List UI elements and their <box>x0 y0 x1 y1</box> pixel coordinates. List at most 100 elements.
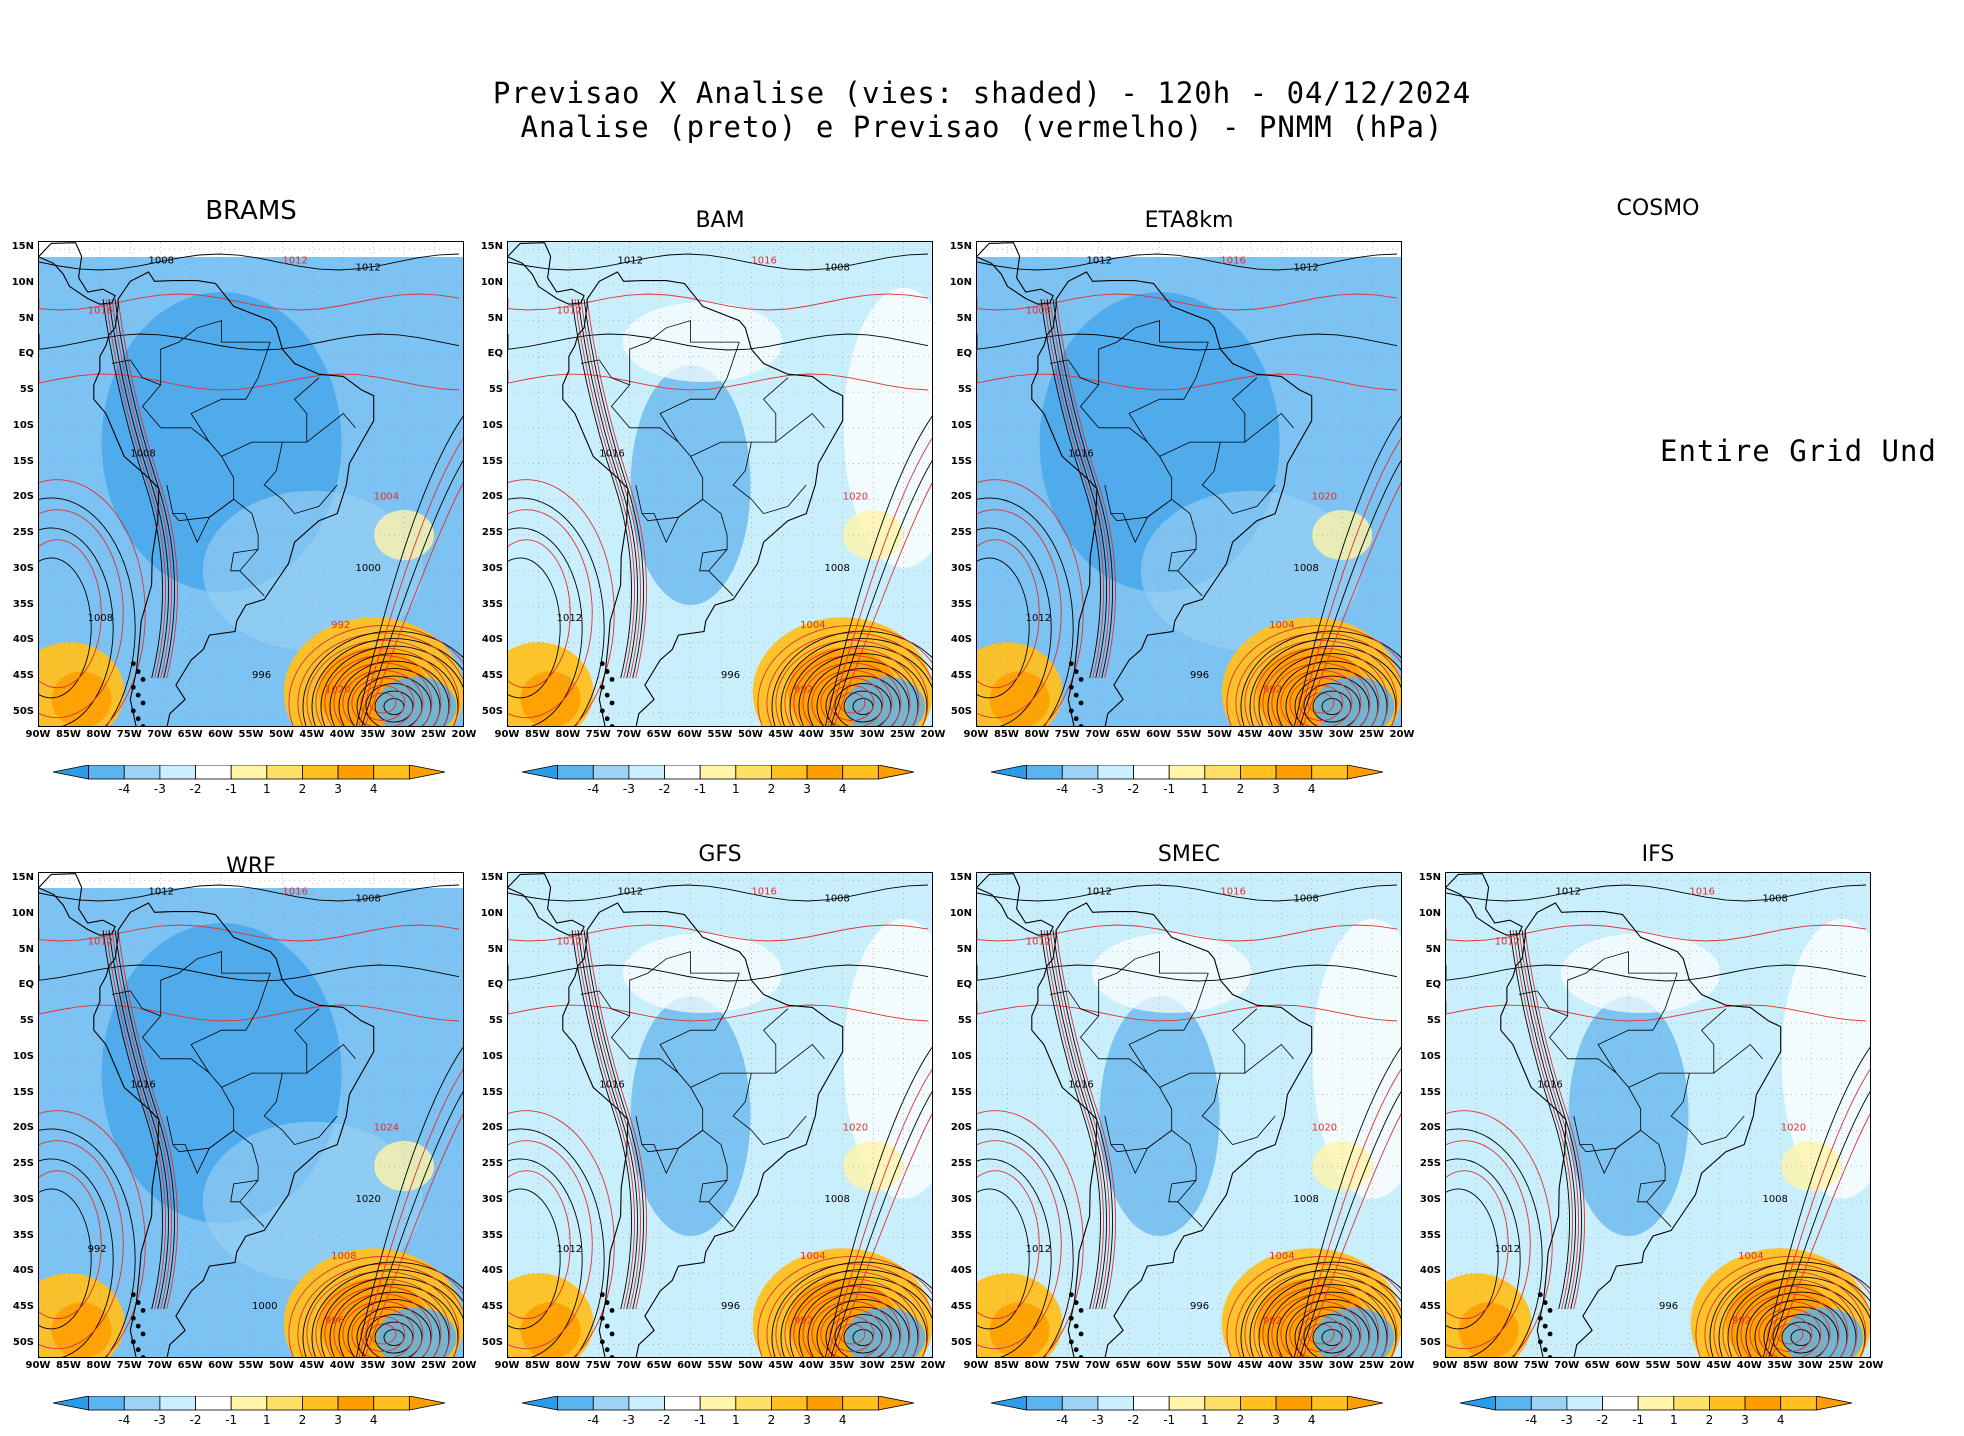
lon-tick-label: 90W <box>25 729 51 740</box>
colorbar-segment <box>1026 1396 1063 1411</box>
lat-tick-label: 15N <box>1418 872 1441 884</box>
isobar-andes <box>1518 930 1579 1310</box>
isobar-low-analysis <box>852 1329 874 1347</box>
map-eta8km: 1012 1016 1012 1008 1016 1020 1008 1004 996 992 10… <box>976 241 1402 727</box>
isobar-andes <box>1055 299 1116 679</box>
isobar-high-forecast <box>977 479 1084 726</box>
isobar-low-analysis <box>329 653 459 726</box>
lon-tick-label: 65W <box>646 1360 672 1371</box>
panel-title-eta8km: ETA8km <box>1144 208 1234 233</box>
isobar-low-analysis <box>1745 1291 1857 1357</box>
bias-neutral <box>1781 918 1870 1199</box>
colorbar-tick-label: -4 <box>118 1413 131 1427</box>
colorbar-segment <box>88 1396 125 1411</box>
isobar-andes <box>114 299 175 679</box>
colorbar-tick-label: -4 <box>1056 782 1069 796</box>
lon-tick-label: 40W <box>1736 1360 1762 1371</box>
island <box>1068 661 1074 667</box>
title-line-1: Previsao X Analise (vies: shaded) - 120h… <box>492 76 1472 110</box>
isobar-low-forecast <box>1226 1256 1401 1357</box>
island <box>609 1331 615 1337</box>
lon-tick-label: 75W <box>585 729 611 740</box>
colorbar-tick-label: 4 <box>1307 1413 1316 1427</box>
coastlines <box>977 242 1313 726</box>
coastline-central-america <box>977 873 1054 936</box>
southern-islands <box>599 1292 615 1357</box>
southern-islands <box>130 661 146 726</box>
colorbar-tick-label: -1 <box>1163 782 1176 796</box>
isobar-high-forecast <box>1446 1140 1531 1350</box>
isobar-low-analysis <box>1294 675 1370 726</box>
isobar-low-forecast <box>333 1293 433 1357</box>
country-border <box>1110 498 1172 544</box>
isobar-atlantic <box>361 460 463 726</box>
lon-tick-label: 65W <box>177 729 203 740</box>
contour-label: 1016 <box>1220 255 1245 266</box>
island <box>1537 1315 1543 1321</box>
contour-label: 1016 <box>1689 886 1714 897</box>
island <box>1073 692 1079 698</box>
lon-tick-label: 35W <box>829 729 855 740</box>
lon-tick-label: 60W <box>1146 1360 1172 1371</box>
island <box>599 1339 605 1345</box>
country-border <box>610 320 740 429</box>
isobar-low-analysis <box>338 1291 450 1357</box>
isobar-low-analysis <box>383 1329 405 1347</box>
country-border <box>610 951 740 1060</box>
colorbar-tick-label: 2 <box>1236 782 1245 796</box>
lon-tick-label: 40W <box>1267 1360 1293 1371</box>
isobar-andes <box>105 930 166 1310</box>
contour-label: 1020 <box>1312 491 1337 502</box>
contour-label: 1004 <box>374 491 399 502</box>
isobar-low-forecast <box>838 1323 866 1345</box>
lon-tick-label: 90W <box>25 1360 51 1371</box>
bias-neutral <box>1312 918 1401 1199</box>
colorbar-segment <box>628 765 665 780</box>
contour-label: 1008 <box>1293 1194 1318 1205</box>
lon-tick-label: 30W <box>859 729 885 740</box>
isobar-zonal <box>1446 964 1867 982</box>
colorbar-tick-label: 2 <box>1705 1413 1714 1427</box>
isobar-high-forecast <box>508 509 593 719</box>
coastline-central-america <box>508 242 585 305</box>
isobar-zonal <box>508 884 929 902</box>
country-border <box>659 972 740 1074</box>
island <box>604 1300 610 1305</box>
colorbar-segment <box>123 1396 161 1411</box>
isobar-andes <box>571 930 632 1310</box>
lat-tick-label: 10S <box>950 1050 972 1062</box>
lon-tick-label: 85W <box>1462 1360 1488 1371</box>
contour-label: 1004 <box>800 620 825 631</box>
bias-neg-core <box>1099 996 1220 1236</box>
island <box>130 1339 136 1345</box>
lon-tick-label: 50W <box>1206 729 1232 740</box>
bias-pos-sw-core <box>989 671 1050 726</box>
isobar-andes <box>580 930 641 1310</box>
isobar-andes <box>574 930 635 1310</box>
lat-tick-label: 5N <box>18 312 34 324</box>
isobar-atlantic <box>361 1091 463 1357</box>
isobar-andes <box>1049 930 1110 1310</box>
country-border <box>699 1179 728 1203</box>
lon-tick-label: 30W <box>390 729 416 740</box>
isobar-low-analysis <box>1240 630 1401 726</box>
isobar-low-analysis <box>374 690 414 723</box>
isobar-andes <box>586 299 647 679</box>
isobar-high-forecast <box>508 1170 571 1320</box>
isobar-atlantic <box>364 1113 463 1357</box>
country-border <box>1670 1073 1745 1146</box>
isobar-atlantic <box>833 482 932 726</box>
lat-tick-label: 45S <box>481 1300 503 1312</box>
lon-tick-label: 50W <box>737 729 763 740</box>
isobar-atlantic <box>364 482 463 726</box>
isobar-high-forecast <box>39 1140 124 1350</box>
contour-label: 1000 <box>355 563 380 574</box>
isobar-andes <box>574 299 635 679</box>
isobar-low-analysis <box>1754 1299 1848 1357</box>
panel-title-bam: BAM <box>695 208 745 233</box>
lon-tick-label: 50W <box>1206 1360 1232 1371</box>
colorbar-tick-label: 2 <box>767 782 776 796</box>
isobar-low-analysis <box>320 645 463 726</box>
lon-tick-label: 35W <box>360 1360 386 1371</box>
coastline-south-america <box>93 271 375 726</box>
